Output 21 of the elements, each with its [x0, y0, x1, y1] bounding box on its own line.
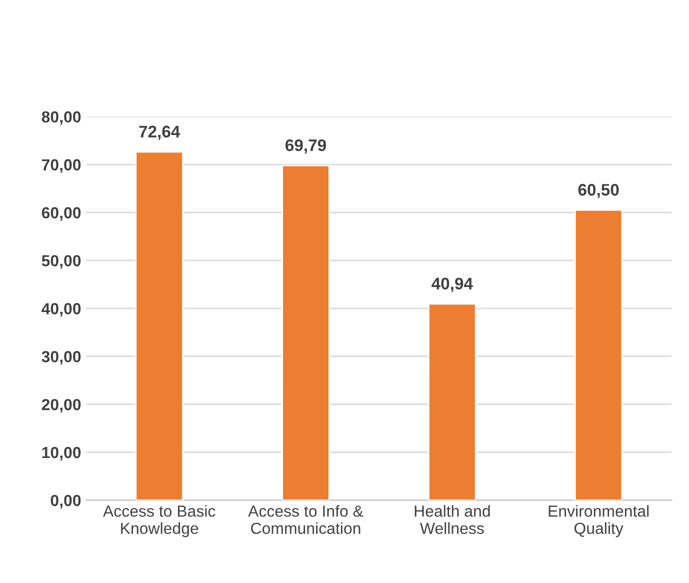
- bar: [428, 303, 476, 500]
- data-label: 40,94: [432, 278, 473, 292]
- x-tick-label: Access to Info & Communication: [248, 505, 364, 534]
- y-tick-label: 70,00: [42, 159, 81, 173]
- bar: [574, 209, 623, 500]
- y-tick-label: 80,00: [42, 111, 81, 125]
- bar: [135, 151, 184, 500]
- bar: [282, 164, 330, 500]
- y-tick-label: 50,00: [42, 255, 81, 269]
- y-tick-label: 60,00: [42, 207, 81, 221]
- data-label: 72,64: [139, 126, 180, 140]
- y-tick-label: 30,00: [42, 350, 81, 365]
- y-tick-label: 0,00: [50, 494, 81, 508]
- data-label: 69,79: [286, 139, 326, 154]
- y-tick-label: 10,00: [42, 446, 81, 461]
- x-tick-label: Environmental Quality: [548, 505, 649, 538]
- data-label: 60,50: [578, 184, 619, 198]
- y-tick-label: 40,00: [42, 303, 81, 317]
- x-tick-label: Access to Basic Knowledge: [103, 505, 216, 538]
- x-tick-label: Health and Wellness: [414, 505, 490, 534]
- y-tick-label: 20,00: [42, 398, 81, 413]
